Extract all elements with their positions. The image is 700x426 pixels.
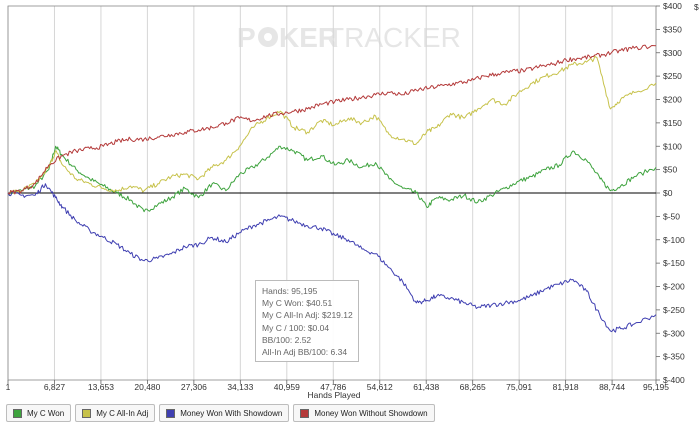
legend-my-c-won[interactable]: My C Won	[6, 404, 72, 422]
y-axis: $400 $350 $300 $250 $200 $150 $100 $50 $0 $-50 $-1…	[656, 1, 685, 385]
x-tick-label: 6,827	[44, 382, 66, 392]
y-tick-label: $250	[663, 71, 682, 81]
watermark-logo: P KER TRACKER	[237, 22, 461, 53]
tooltip-allin: My C All-In Adj: $219.12	[262, 310, 353, 321]
legend-swatch	[300, 408, 310, 418]
y-tick-label: $50	[663, 165, 677, 175]
legend-label: Money Won Without Showdown	[314, 408, 428, 418]
watermark-tracker: TRACKER	[327, 22, 461, 53]
series-line-0	[7, 145, 657, 213]
x-tick-label: 61,438	[413, 382, 439, 392]
legend-with-showdown[interactable]: Money Won With Showdown	[159, 404, 290, 422]
watermark-ker: KER	[279, 22, 338, 53]
y-tick-label: $-200	[663, 282, 685, 292]
x-tick-label: 81,918	[553, 382, 579, 392]
tooltip-hands: Hands: 95,195	[262, 286, 318, 296]
legend-swatch	[13, 408, 22, 418]
x-tick-label: 54,612	[367, 382, 393, 392]
x-tick-label: 88,744	[599, 382, 625, 392]
series-line-1	[7, 55, 657, 195]
x-tick-label: 40,959	[274, 382, 300, 392]
legend: My C Won My C All-In Adj Money Won With …	[6, 404, 435, 422]
legend-my-c-allin-adj[interactable]: My C All-In Adj	[75, 404, 156, 422]
y-tick-label: $200	[663, 95, 682, 105]
x-axis: 1 6,827 13,653 20,480 27,306 34,133 40,959 47,7…	[6, 380, 669, 392]
tooltip-won: My C Won: $40.51	[262, 298, 333, 309]
y-tick-label: $-300	[663, 328, 685, 338]
x-tick-label: 1	[6, 382, 11, 392]
tooltip-allin-bb100: All-In Adj BB/100: 6.34	[262, 347, 348, 358]
x-tick-label: 68,265	[460, 382, 486, 392]
y-tick-label: $-400	[663, 375, 685, 385]
tooltip: Hands: 95,195 My C Won: $40.51 My C All-…	[255, 280, 359, 362]
x-tick-label: 75,091	[506, 382, 532, 392]
y-tick-label: $-250	[663, 305, 685, 315]
watermark-p: P	[237, 22, 256, 53]
legend-swatch	[166, 408, 176, 418]
series-group	[7, 44, 657, 333]
y-axis-label: $	[694, 2, 699, 12]
x-tick-label: 47,786	[320, 382, 346, 392]
legend-label: My C Won	[27, 408, 65, 418]
y-tick-label: $-350	[663, 352, 685, 362]
x-tick-label: 95,195	[643, 382, 669, 392]
x-tick-label: 34,133	[227, 382, 253, 392]
x-axis-label: Hands Played	[308, 390, 361, 400]
y-tick-label: $-50	[663, 211, 680, 221]
y-tick-label: $-150	[663, 258, 685, 268]
series-line-3	[7, 44, 657, 195]
y-tick-label: $350	[663, 24, 682, 34]
legend-label: My C All-In Adj	[96, 408, 149, 418]
y-tick-label: $300	[663, 48, 682, 58]
y-tick-label: $100	[663, 141, 682, 151]
x-tick-label: 27,306	[181, 382, 207, 392]
y-tick-label: $-100	[663, 235, 685, 245]
legend-label: Money Won With Showdown	[180, 408, 283, 418]
y-tick-label: $150	[663, 118, 682, 128]
tooltip-per100: My C / 100: $0.04	[262, 322, 330, 333]
legend-swatch	[82, 408, 92, 418]
y-tick-label: $400	[663, 1, 682, 11]
tooltip-bb100: BB/100: 2.52	[262, 334, 312, 345]
y-tick-label: $0	[663, 188, 673, 198]
series-line-2	[7, 183, 657, 333]
x-tick-label: 20,480	[134, 382, 160, 392]
x-tick-label: 13,653	[88, 382, 114, 392]
legend-without-showdown[interactable]: Money Won Without Showdown	[293, 404, 435, 422]
